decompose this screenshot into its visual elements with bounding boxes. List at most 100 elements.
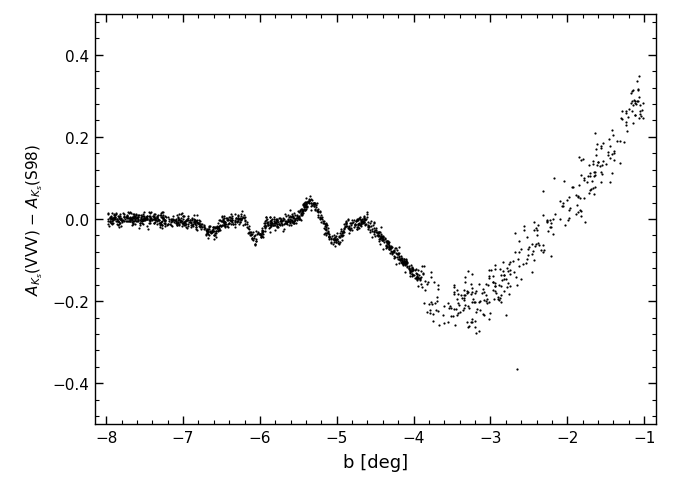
Point	[300, 206, 311, 214]
Point	[358, 213, 369, 221]
Point	[200, 226, 211, 234]
Point	[172, 219, 183, 226]
Point	[374, 232, 385, 240]
Point	[462, 323, 473, 331]
Point	[572, 208, 583, 216]
Point	[391, 260, 402, 268]
Point	[306, 197, 317, 205]
Point	[465, 318, 476, 326]
Point	[513, 249, 524, 257]
Point	[463, 267, 474, 275]
Point	[220, 224, 231, 231]
Point	[147, 213, 158, 221]
Point	[408, 271, 418, 279]
Point	[554, 198, 565, 206]
Point	[107, 217, 118, 224]
Point	[512, 282, 523, 289]
Point	[265, 214, 276, 222]
Point	[134, 212, 145, 220]
Point	[110, 213, 120, 221]
Point	[381, 242, 391, 249]
Point	[545, 217, 556, 225]
Point	[385, 250, 395, 258]
Point	[404, 266, 415, 274]
Point	[215, 222, 226, 229]
Point	[458, 306, 468, 314]
Point	[322, 230, 333, 238]
Point	[185, 218, 196, 226]
Point	[499, 275, 510, 283]
Point	[421, 281, 432, 288]
Point	[186, 222, 197, 230]
Point	[362, 222, 373, 230]
Point	[406, 265, 417, 273]
Point	[416, 267, 427, 275]
Point	[521, 255, 532, 263]
Point	[558, 199, 569, 207]
Point	[598, 158, 609, 166]
X-axis label: b [deg]: b [deg]	[343, 453, 408, 471]
Point	[344, 227, 355, 235]
Point	[137, 215, 147, 223]
Point	[245, 229, 256, 237]
Point	[104, 214, 115, 222]
Point	[262, 220, 272, 228]
Point	[487, 279, 498, 286]
Point	[274, 214, 285, 222]
Point	[312, 214, 323, 222]
Point	[341, 221, 352, 228]
Point	[109, 215, 120, 223]
Point	[102, 210, 113, 218]
Point	[333, 240, 344, 248]
Point	[115, 216, 126, 224]
Point	[356, 218, 367, 226]
Point	[252, 229, 263, 237]
Point	[315, 207, 326, 215]
Point	[141, 213, 151, 221]
Point	[308, 200, 319, 208]
Point	[571, 191, 581, 199]
Point	[336, 225, 347, 233]
Point	[107, 215, 118, 223]
Point	[177, 212, 188, 220]
Point	[311, 207, 322, 215]
Point	[256, 234, 266, 242]
Point	[266, 215, 277, 223]
Point	[322, 229, 333, 237]
Point	[489, 279, 500, 287]
Point	[338, 229, 349, 237]
Point	[514, 238, 525, 245]
Point	[509, 268, 520, 276]
Point	[449, 305, 460, 313]
Point	[322, 229, 333, 237]
Point	[109, 214, 120, 222]
Point	[545, 224, 556, 232]
Point	[250, 238, 261, 246]
Point	[210, 234, 221, 242]
Point	[280, 220, 291, 227]
Point	[103, 221, 114, 228]
Point	[105, 213, 116, 221]
Point	[154, 220, 165, 228]
Point	[374, 228, 385, 236]
Point	[106, 216, 117, 224]
Point	[246, 236, 257, 244]
Point	[370, 227, 381, 235]
Point	[208, 224, 218, 232]
Point	[292, 212, 303, 220]
Point	[112, 216, 122, 224]
Point	[295, 205, 306, 213]
Point	[176, 222, 187, 230]
Point	[159, 218, 170, 225]
Point	[571, 210, 581, 218]
Point	[268, 222, 279, 229]
Point	[304, 198, 314, 205]
Point	[324, 234, 335, 242]
Point	[619, 139, 629, 146]
Point	[496, 298, 506, 306]
Point	[300, 206, 311, 214]
Point	[202, 226, 213, 234]
Point	[412, 270, 422, 278]
Point	[201, 230, 212, 238]
Point	[357, 218, 368, 225]
